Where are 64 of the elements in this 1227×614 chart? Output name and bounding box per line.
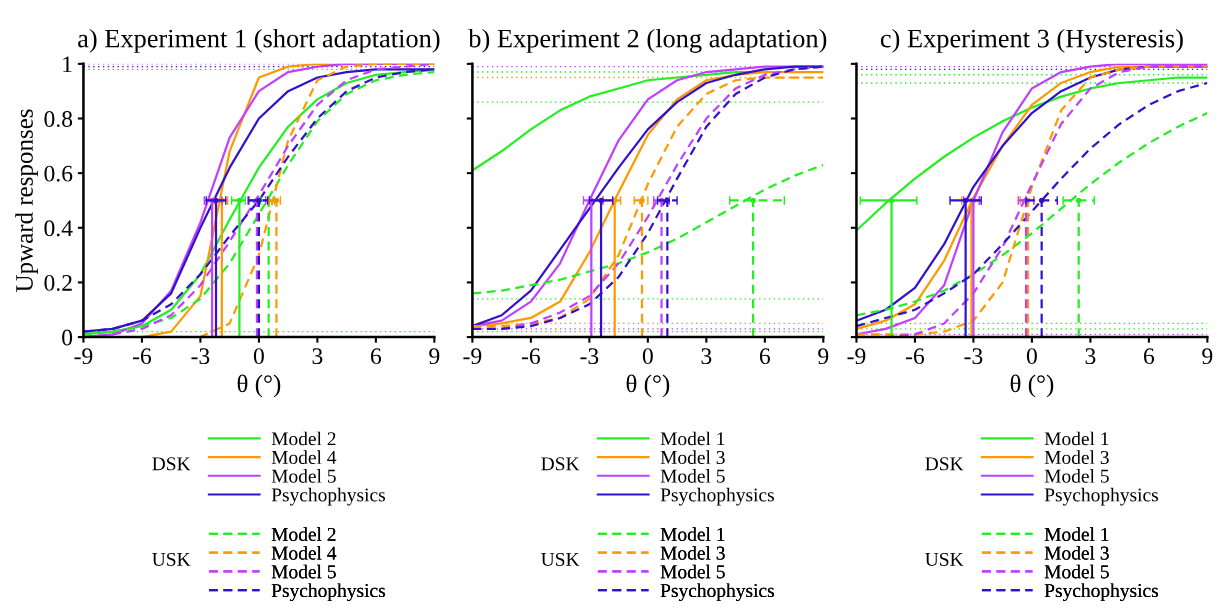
x-tick-label: -6 (132, 348, 152, 365)
legend-label: Psychophysics (660, 487, 774, 506)
legend-label: Model 4 (271, 450, 337, 465)
legend-label: Model 3 (1044, 450, 1109, 465)
x-tick-label: -6 (521, 348, 541, 365)
legend-label: Model 5 (1044, 564, 1109, 579)
y-tick-label: 0 (62, 329, 73, 346)
y-tick-label: 1 (63, 56, 72, 73)
x-tick-label: 6 (759, 348, 771, 365)
x-tick-label: 3 (701, 348, 712, 365)
legend-label: Model 1 (1044, 431, 1109, 446)
legend-label: Model 3 (1044, 545, 1109, 560)
y-tick-label: 0.2 (44, 274, 72, 291)
text: USK (152, 552, 191, 566)
x-axis-title: θ (°) (1010, 374, 1054, 398)
legend-label: Psychophysics (271, 487, 385, 506)
x-tick-label: -6 (905, 348, 925, 365)
y-tick-label: 0.8 (44, 110, 73, 128)
legend-label: Model 5 (660, 564, 725, 579)
legend-label: Model 2 (271, 431, 336, 446)
legend-label: Model 1 (660, 431, 725, 446)
x-tick-label: 9 (818, 348, 829, 365)
x-tick-label: 3 (1085, 348, 1096, 365)
legend-label: Model 5 (1044, 469, 1109, 483)
x-tick-label: 3 (312, 348, 323, 365)
x-tick-label: 0 (642, 348, 653, 365)
legend-label: Model 5 (271, 469, 336, 483)
x-axis-title: θ (°) (626, 374, 670, 398)
chart-title: a) Experiment 1 (short adaptation) (78, 28, 440, 53)
x-tick-label: 9 (429, 348, 440, 365)
text: USK (541, 552, 580, 566)
y-tick-label: 0.4 (44, 220, 73, 237)
legend-label: Psychophysics (271, 583, 385, 602)
legend-label: Psychophysics (660, 583, 774, 602)
x-tick-label: 9 (1202, 348, 1213, 365)
legend-label: Model 3 (660, 545, 725, 560)
x-tick-label: 0 (253, 348, 264, 365)
x-tick-label: -9 (74, 348, 93, 365)
y-axis-title: Upward responses (15, 109, 38, 292)
x-tick-label: -3 (580, 348, 599, 365)
legend-label: Psychophysics (1044, 583, 1158, 602)
legend-label: Model 2 (271, 527, 336, 541)
legend-label: Model 4 (271, 545, 337, 560)
x-tick-label: 6 (370, 348, 382, 365)
legend-label: Model 1 (660, 527, 725, 541)
text: USK (925, 552, 964, 566)
x-tick-label: 6 (1143, 348, 1155, 365)
x-tick-label: -3 (191, 348, 210, 365)
x-tick-label: -9 (463, 348, 482, 365)
legend-label: Model 5 (271, 564, 336, 579)
legend-label: Model 5 (660, 469, 725, 483)
x-tick-label: 0 (1026, 348, 1037, 365)
legend-label: Model 1 (1044, 527, 1109, 541)
chart-title: b) Experiment 2 (long adaptation) (468, 28, 827, 53)
text: DSK (541, 457, 580, 471)
chart-title: c) Experiment 3 (Hysteresis) (880, 28, 1183, 53)
x-tick-label: -9 (847, 348, 866, 365)
y-tick-label: 0.6 (44, 165, 73, 182)
text: DSK (152, 457, 191, 471)
legend-label: Model 3 (660, 450, 725, 465)
x-axis-title: θ (°) (237, 374, 281, 398)
legend-label: Psychophysics (1044, 487, 1158, 506)
text: DSK (925, 457, 964, 471)
x-tick-label: -3 (964, 348, 983, 365)
